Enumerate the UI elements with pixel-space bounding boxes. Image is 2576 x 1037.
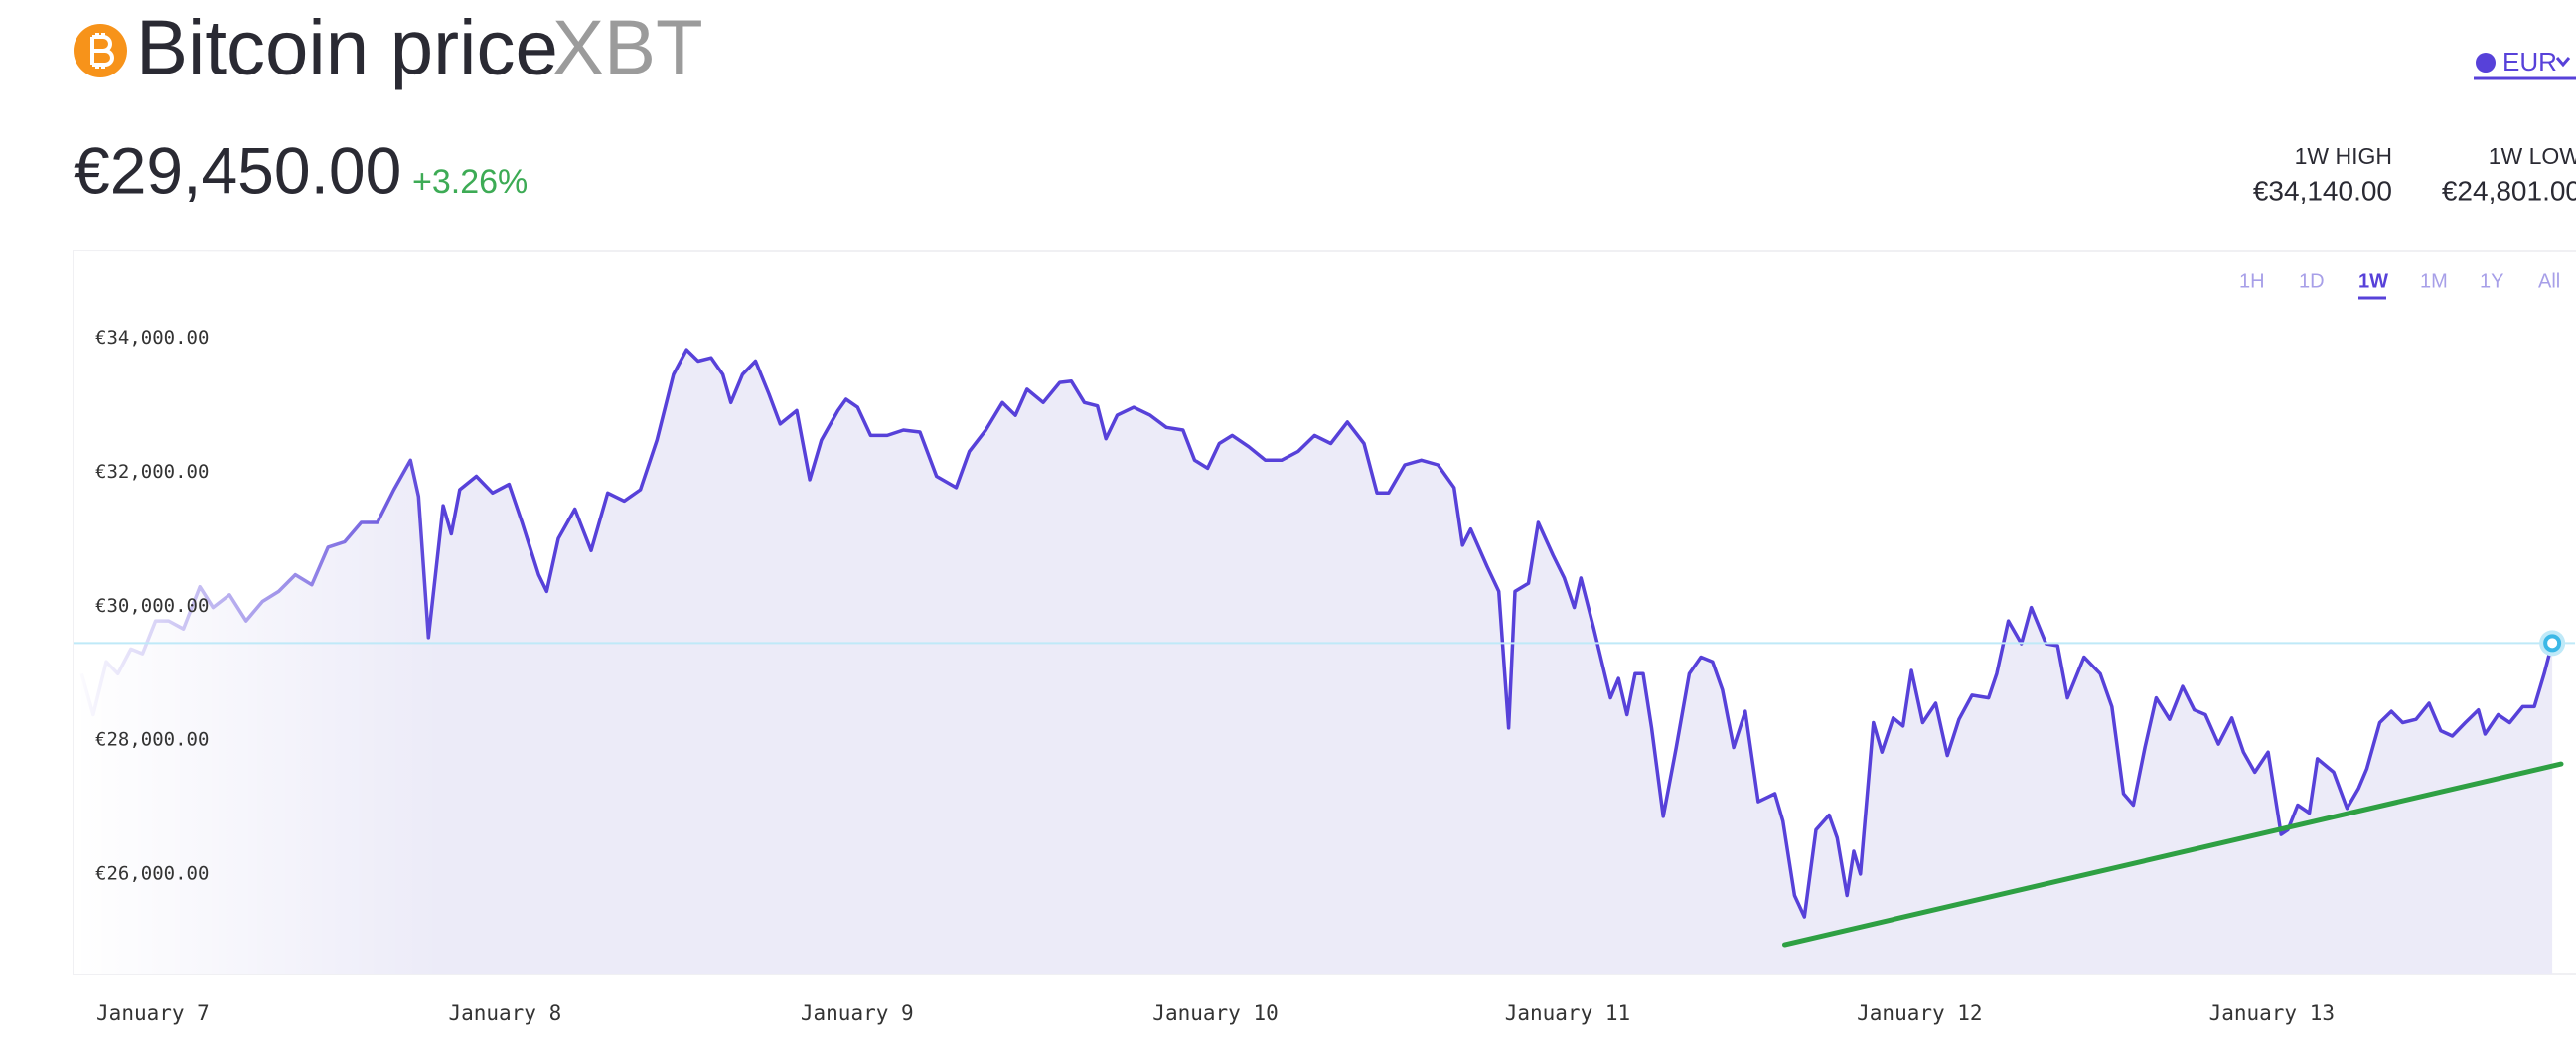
price-area xyxy=(81,350,2553,975)
trend-line xyxy=(1781,761,2564,948)
bitcoin-icon xyxy=(74,24,127,77)
x-tick-label: January 13 xyxy=(2209,1001,2335,1025)
y-tick-label: €30,000.00 xyxy=(95,595,209,617)
stat-label: 1W HIGH xyxy=(2295,143,2392,169)
page-title: Bitcoin price xyxy=(136,4,558,91)
current-point xyxy=(2543,634,2562,653)
left-fade xyxy=(74,251,441,974)
x-tick-label: January 11 xyxy=(1505,1001,1630,1025)
timeframe-tab[interactable]: 1W xyxy=(2358,270,2388,292)
y-tick-label: €26,000.00 xyxy=(95,862,209,884)
timeframe-tabs: 1H 1D 1W 1M 1Y All xyxy=(2239,270,2560,300)
timeframe-tab[interactable]: 1Y xyxy=(2480,270,2503,292)
y-tick-label: €34,000.00 xyxy=(95,327,209,349)
timeframe-tab[interactable]: 1M xyxy=(2420,270,2448,292)
y-tick-label: €32,000.00 xyxy=(95,461,209,483)
stat-value: €34,140.00 xyxy=(2253,175,2392,206)
x-tick-label: January 7 xyxy=(96,1001,210,1025)
timeframe-tab[interactable]: All xyxy=(2538,270,2560,292)
currency[interactable]: EUR xyxy=(2502,47,2557,76)
x-tick-label: January 8 xyxy=(448,1001,561,1025)
price-line xyxy=(79,348,2554,919)
stat-label: 1W LOW xyxy=(2489,143,2576,169)
x-tick-label: January 12 xyxy=(1857,1001,1982,1025)
stat-value: €24,801.00 xyxy=(2442,175,2576,206)
timeframe-tab[interactable]: 1H xyxy=(2239,270,2265,292)
x-tick-label: January 9 xyxy=(801,1001,914,1025)
currency-selector[interactable]: EUR xyxy=(2474,47,2576,80)
timeframe-tab[interactable]: 1D xyxy=(2299,270,2325,292)
symbol[interactable]: XBT xyxy=(552,4,703,91)
price: €29,450.00 xyxy=(74,133,401,207)
x-tick-label: January 10 xyxy=(1152,1001,1278,1025)
plot-area: €26,000.00 €28,000.00 €30,000.00 €32,000.00… xyxy=(74,251,2575,1025)
price-change: +3.26% xyxy=(412,163,528,201)
y-tick-label: €28,000.00 xyxy=(95,729,209,751)
